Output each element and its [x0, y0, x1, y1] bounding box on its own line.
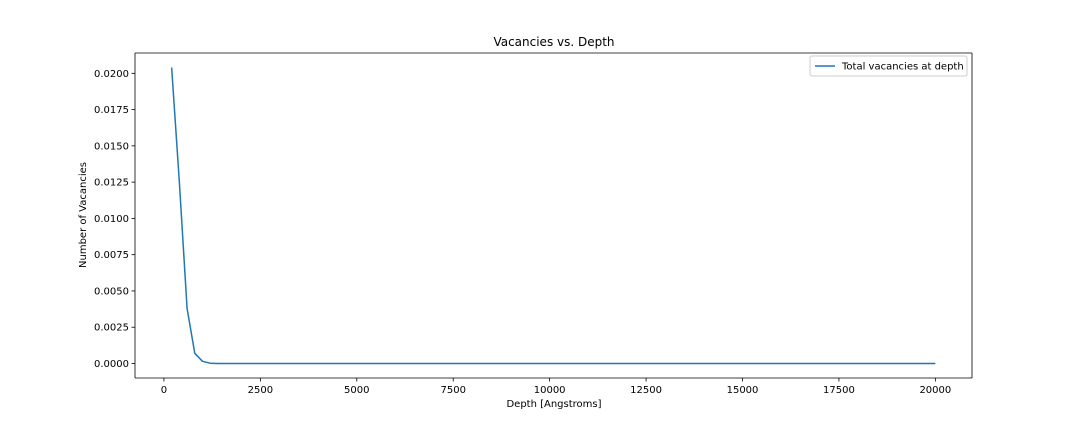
x-tick-label: 7500 — [440, 385, 465, 396]
series-line — [170, 67, 936, 365]
y-axis: 0.0000 0.0025 0.0050 0.0075 0.0100 0.0125 0.01… — [94, 69, 135, 370]
chart-title: Vacancies vs. Depth — [493, 35, 614, 49]
y-tick-label: 0.0100 — [94, 214, 129, 225]
y-tick-label: 0.0050 — [94, 286, 129, 297]
y-tick-label: 0.0150 — [94, 141, 129, 152]
x-tick-label: 0 — [161, 385, 167, 396]
x-axis-title: Depth [Angstroms] — [506, 399, 601, 410]
plot-area — [135, 53, 972, 378]
x-tick-label: 15000 — [727, 385, 759, 396]
x-tick-label: 5000 — [344, 385, 369, 396]
series-layer — [170, 67, 936, 365]
y-tick-label: 0.0000 — [94, 359, 129, 370]
legend-box — [809, 55, 968, 77]
x-tick-label: 12500 — [630, 385, 662, 396]
y-tick-label: 0.0075 — [94, 250, 129, 261]
legend-label: Total vacancies at depth — [841, 62, 964, 73]
y-axis-title: Number of Vacancies — [78, 162, 89, 268]
y-tick-label: 0.0125 — [94, 178, 129, 189]
plot-background — [135, 53, 972, 378]
x-tick-label: 10000 — [534, 385, 566, 396]
x-tick-label: 17500 — [823, 385, 855, 396]
x-axis: 0 2500 5000 7500 10000 12500 15000 17500 20000 — [161, 378, 951, 396]
axes-frame — [134, 52, 973, 379]
x-tick-label: 2500 — [248, 385, 273, 396]
y-tick-label: 0.0025 — [94, 323, 129, 334]
legend: Total vacancies at depth — [809, 55, 968, 77]
x-tick-label: 20000 — [919, 385, 951, 396]
y-tick-label: 0.0200 — [94, 69, 129, 80]
y-tick-label: 0.0175 — [94, 105, 129, 116]
